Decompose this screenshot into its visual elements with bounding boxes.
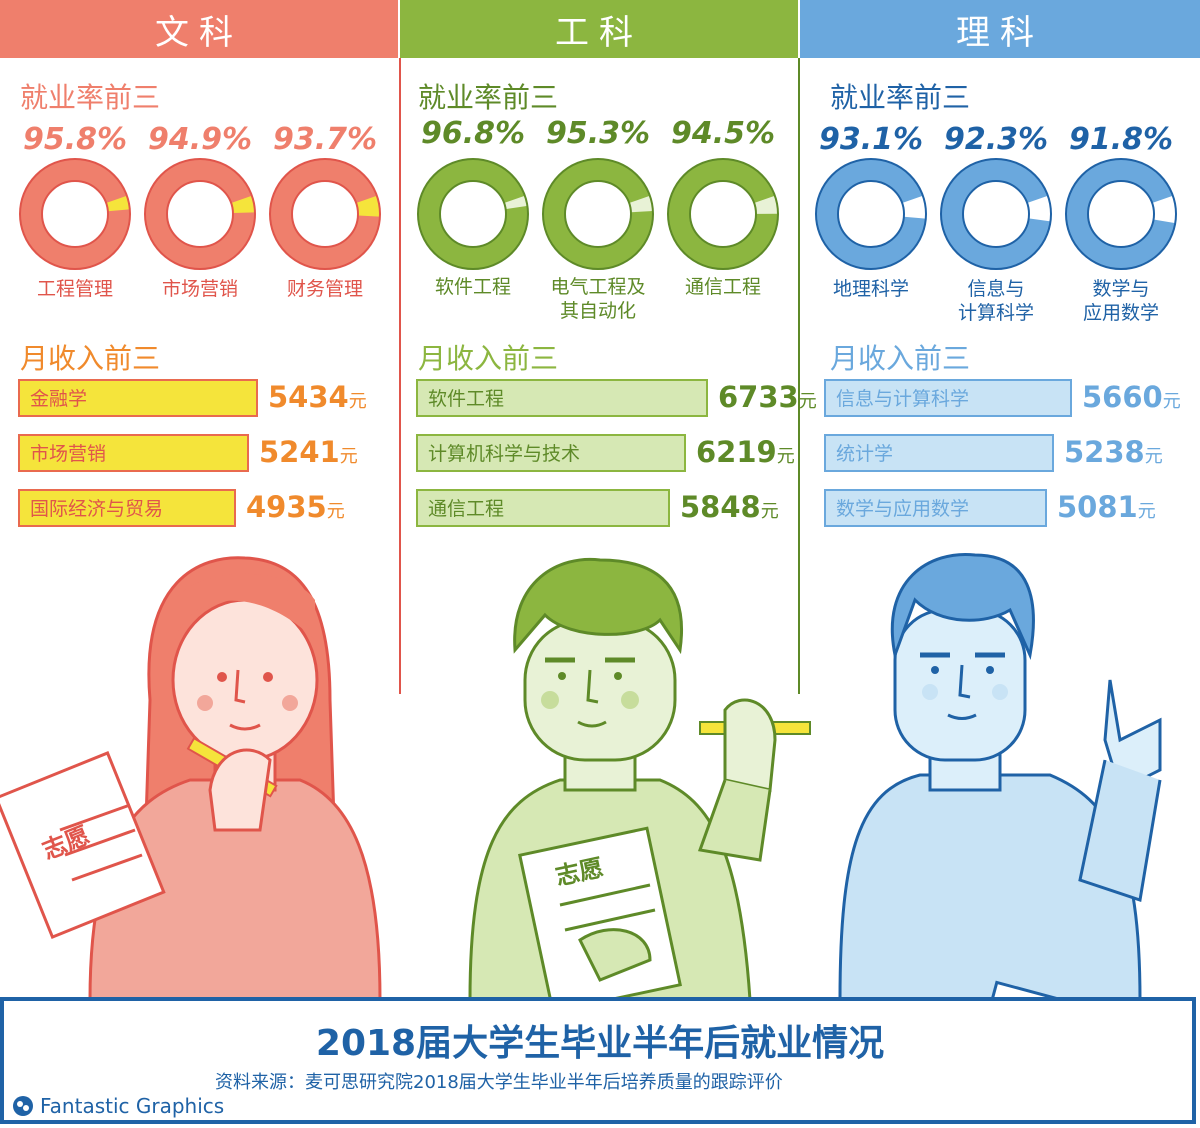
employment-rate-label: 94.5% xyxy=(670,116,776,151)
employment-donut xyxy=(667,158,779,270)
students-illustration: 志愿 志愿 xyxy=(0,552,1162,1000)
employment-rate-label: 91.8% xyxy=(1068,122,1174,157)
employment-donut xyxy=(19,158,131,270)
employment-category-label: 工程管理 xyxy=(36,278,113,300)
income-value-label: 5660元 xyxy=(1082,380,1181,414)
employment-category-label: 地理科学 xyxy=(832,278,909,300)
income-value-label: 5081元 xyxy=(1057,490,1156,524)
header-wen: 文科 xyxy=(0,0,398,58)
employment-rate-label: 92.3% xyxy=(943,122,1049,157)
income-bar: 统计学 xyxy=(824,434,1054,472)
income-value-label: 6219元 xyxy=(696,435,795,469)
income-title-wen: 月收入前三 xyxy=(20,342,161,375)
employment-donut xyxy=(940,158,1052,270)
employment-rate-label: 95.8% xyxy=(22,122,128,157)
income-bar: 信息与计算科学 xyxy=(824,379,1072,417)
income-unit: 元 xyxy=(776,446,795,467)
income-unit: 元 xyxy=(1162,391,1181,412)
donut-value-arc xyxy=(418,159,528,269)
employment-donut xyxy=(144,158,256,270)
footer-box xyxy=(0,997,1196,1124)
income-unit: 元 xyxy=(760,501,779,522)
employment-rate-label: 93.1% xyxy=(818,122,924,157)
donut-value-arc xyxy=(20,159,130,269)
blue-boy-figure xyxy=(838,552,1162,1000)
income-unit: 元 xyxy=(348,391,367,412)
income-unit: 元 xyxy=(798,391,817,412)
income-unit: 元 xyxy=(326,501,345,522)
employment-category-label: 市场营销 xyxy=(161,278,238,300)
girl-figure: 志愿 xyxy=(0,556,382,1000)
employment-title-wen: 就业率前三 xyxy=(20,81,161,114)
income-value-label: 5848元 xyxy=(680,490,779,524)
employment-category-label: 软件工程 xyxy=(434,276,511,298)
employment-donut xyxy=(815,158,927,270)
income-unit: 元 xyxy=(1137,501,1156,522)
employment-category-label: 财务管理 xyxy=(286,278,363,300)
income-bar: 通信工程 xyxy=(416,489,670,527)
header-gong-label: 工科 xyxy=(555,12,643,53)
green-boy-figure: 志愿 xyxy=(468,557,811,1000)
brand-name: Fantastic Graphics xyxy=(40,1094,225,1118)
divider-right xyxy=(798,58,800,694)
income-value-label: 6733元 xyxy=(718,380,817,414)
employment-rate-label: 93.7% xyxy=(272,122,378,157)
footer-source: 资料来源：麦可思研究院2018届大学生毕业半年后培养质量的跟踪评价 xyxy=(215,1072,783,1093)
employment-rate-label: 94.9% xyxy=(147,122,253,157)
brand: Fantastic Graphics xyxy=(12,1094,224,1118)
income-unit: 元 xyxy=(1144,446,1163,467)
income-value-label: 5241元 xyxy=(259,435,358,469)
donut-value-arc xyxy=(270,159,380,269)
income-title-li: 月收入前三 xyxy=(830,342,971,375)
employment-rate-label: 96.8% xyxy=(420,116,526,151)
header-li: 理科 xyxy=(800,0,1200,58)
income-title-gong: 月收入前三 xyxy=(418,342,559,375)
donut-value-arc xyxy=(941,159,1051,269)
employment-donut xyxy=(417,158,529,270)
header-li-label: 理科 xyxy=(956,12,1044,53)
income-bar: 计算机科学与技术 xyxy=(416,434,686,472)
income-value-label: 5434元 xyxy=(268,380,367,414)
employment-donut xyxy=(269,158,381,270)
employment-category-label: 电气工程及 其自动化 xyxy=(550,276,646,322)
employment-category-label: 通信工程 xyxy=(684,276,761,298)
income-unit: 元 xyxy=(339,446,358,467)
employment-category-label: 信息与 计算科学 xyxy=(957,278,1034,324)
divider-left xyxy=(399,58,401,694)
income-bar: 金融学 xyxy=(18,379,258,417)
income-bar: 软件工程 xyxy=(416,379,708,417)
footer-title: 2018届大学生毕业半年后就业情况 xyxy=(315,1023,885,1064)
income-bar: 数学与应用数学 xyxy=(824,489,1047,527)
income-value-label: 5238元 xyxy=(1064,435,1163,469)
donut-value-arc xyxy=(816,159,926,269)
income-bar: 市场营销 xyxy=(18,434,249,472)
header-wen-label: 文科 xyxy=(155,12,243,53)
employment-donut xyxy=(1065,158,1177,270)
employment-donut xyxy=(542,158,654,270)
brand-logo-icon xyxy=(13,1096,33,1116)
employment-title-li: 就业率前三 xyxy=(830,81,971,114)
income-value-label: 4935元 xyxy=(246,490,345,524)
income-bar: 国际经济与贸易 xyxy=(18,489,236,527)
employment-category-label: 数学与 应用数学 xyxy=(1082,278,1159,324)
header-gong: 工科 xyxy=(400,0,798,58)
employment-rate-label: 95.3% xyxy=(545,116,651,151)
employment-title-gong: 就业率前三 xyxy=(418,81,559,114)
